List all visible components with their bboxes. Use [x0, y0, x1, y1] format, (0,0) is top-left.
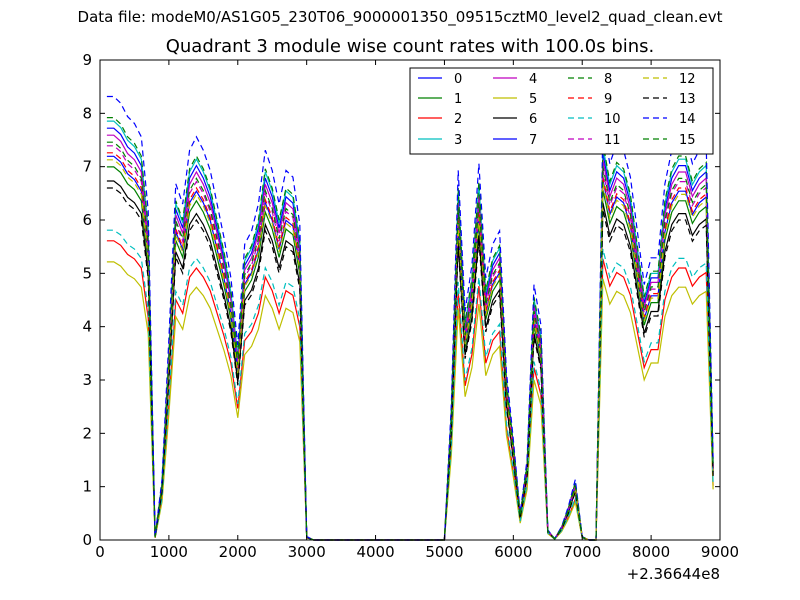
- x-tick-label: 4000: [356, 543, 394, 561]
- x-tick-label: 7000: [563, 543, 601, 561]
- series-line-13: [106, 187, 714, 541]
- x-tick-label: 1000: [150, 543, 188, 561]
- legend-label-3: 3: [454, 133, 462, 148]
- series-line-3: [106, 120, 714, 541]
- y-tick-label: 2: [82, 424, 92, 442]
- series-line-7: [106, 155, 714, 541]
- legend-label-10: 10: [604, 112, 621, 127]
- series-line-9: [106, 152, 714, 541]
- legend-label-1: 1: [454, 92, 462, 107]
- chart-title: Quadrant 3 module wise count rates with …: [165, 36, 655, 57]
- y-tick-label: 6: [82, 211, 92, 229]
- x-tick-label: 9000: [701, 543, 739, 561]
- y-tick-label: 0: [82, 531, 92, 549]
- legend-label-15: 15: [679, 133, 696, 148]
- y-tick-label: 8: [82, 104, 92, 122]
- y-tick-label: 3: [82, 371, 92, 389]
- x-tick-label: 0: [95, 543, 105, 561]
- series-line-5: [106, 261, 714, 541]
- legend-label-5: 5: [529, 92, 537, 107]
- y-tick-label: 9: [82, 51, 92, 69]
- legend-label-8: 8: [604, 72, 612, 87]
- series-layer: [106, 95, 714, 541]
- x-tick-label: 8000: [632, 543, 670, 561]
- series-line-4: [106, 134, 714, 541]
- legend-label-7: 7: [529, 133, 537, 148]
- legend-label-11: 11: [604, 133, 621, 148]
- series-line-15: [106, 141, 714, 541]
- x-tick-label: 3000: [288, 543, 326, 561]
- y-tick-label: 5: [82, 264, 92, 282]
- legend-label-2: 2: [454, 112, 462, 127]
- legend-label-4: 4: [529, 72, 537, 87]
- legend-label-9: 9: [604, 92, 612, 107]
- x-tick-label: 2000: [219, 543, 257, 561]
- figure-suptitle: Data file: modeM0/AS1G05_230T06_90000013…: [77, 8, 723, 26]
- legend-label-6: 6: [529, 112, 537, 127]
- y-tick-label: 7: [82, 158, 92, 176]
- x-offset-label: +2.36644e8: [627, 565, 720, 583]
- series-line-2: [106, 240, 714, 541]
- legend-label-12: 12: [679, 72, 696, 87]
- y-tick-label: 1: [82, 478, 92, 496]
- x-tick-label: 5000: [425, 543, 463, 561]
- legend-label-14: 14: [679, 112, 696, 127]
- series-line-6: [106, 180, 714, 541]
- legend-label-13: 13: [679, 92, 696, 107]
- legend-label-0: 0: [454, 72, 462, 87]
- legend-frame: [409, 67, 714, 155]
- ticks-layer: 0 1000 2000 3000 4000 5000 6000 7000 8000 9000012…: [82, 51, 739, 561]
- x-tick-label: 6000: [494, 543, 532, 561]
- axes-frame: [99, 59, 721, 541]
- y-tick-label: 4: [82, 318, 92, 336]
